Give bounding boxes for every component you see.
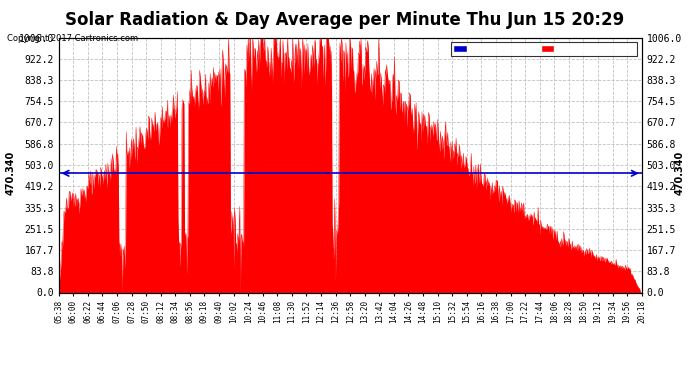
Text: 470.340: 470.340 [6,151,15,195]
Text: Solar Radiation & Day Average per Minute Thu Jun 15 20:29: Solar Radiation & Day Average per Minute… [66,11,624,29]
Legend: Median (w/m2), Radiation (w/m2): Median (w/m2), Radiation (w/m2) [451,42,637,56]
Text: 470.340: 470.340 [675,151,684,195]
Text: Copyright 2017 Cartronics.com: Copyright 2017 Cartronics.com [7,34,138,43]
